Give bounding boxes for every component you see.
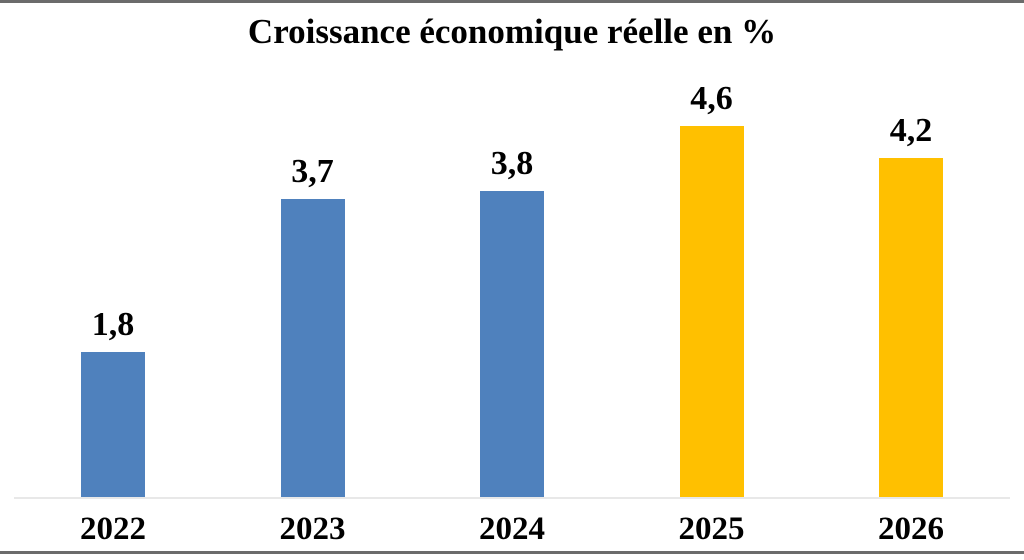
category-label-2025: 2025 bbox=[678, 511, 745, 547]
bottom-border bbox=[0, 551, 1024, 554]
bar-2026 bbox=[879, 158, 943, 498]
bar-2023 bbox=[280, 199, 345, 498]
plot-area: 1,8 3,7 3,8 4,6 4,2 bbox=[81, 80, 943, 498]
value-label-2025: 4,6 bbox=[690, 80, 733, 117]
value-label-2023: 3,7 bbox=[291, 153, 334, 190]
bar-2024 bbox=[480, 191, 544, 498]
category-label-2026: 2026 bbox=[878, 511, 944, 547]
top-border bbox=[0, 0, 1024, 3]
category-label-2023: 2023 bbox=[279, 511, 346, 547]
x-axis-line bbox=[14, 497, 1010, 499]
value-label-2026: 4,2 bbox=[889, 112, 933, 149]
category-label-2024: 2024 bbox=[479, 511, 545, 547]
category-label-2022: 2022 bbox=[80, 511, 146, 547]
chart-title: Croissance économique réelle en % bbox=[247, 12, 777, 51]
value-label-2024: 3,8 bbox=[490, 145, 534, 182]
value-label-2022: 1,8 bbox=[91, 306, 135, 343]
bar-2022 bbox=[81, 352, 145, 498]
bar-2025 bbox=[679, 126, 744, 498]
